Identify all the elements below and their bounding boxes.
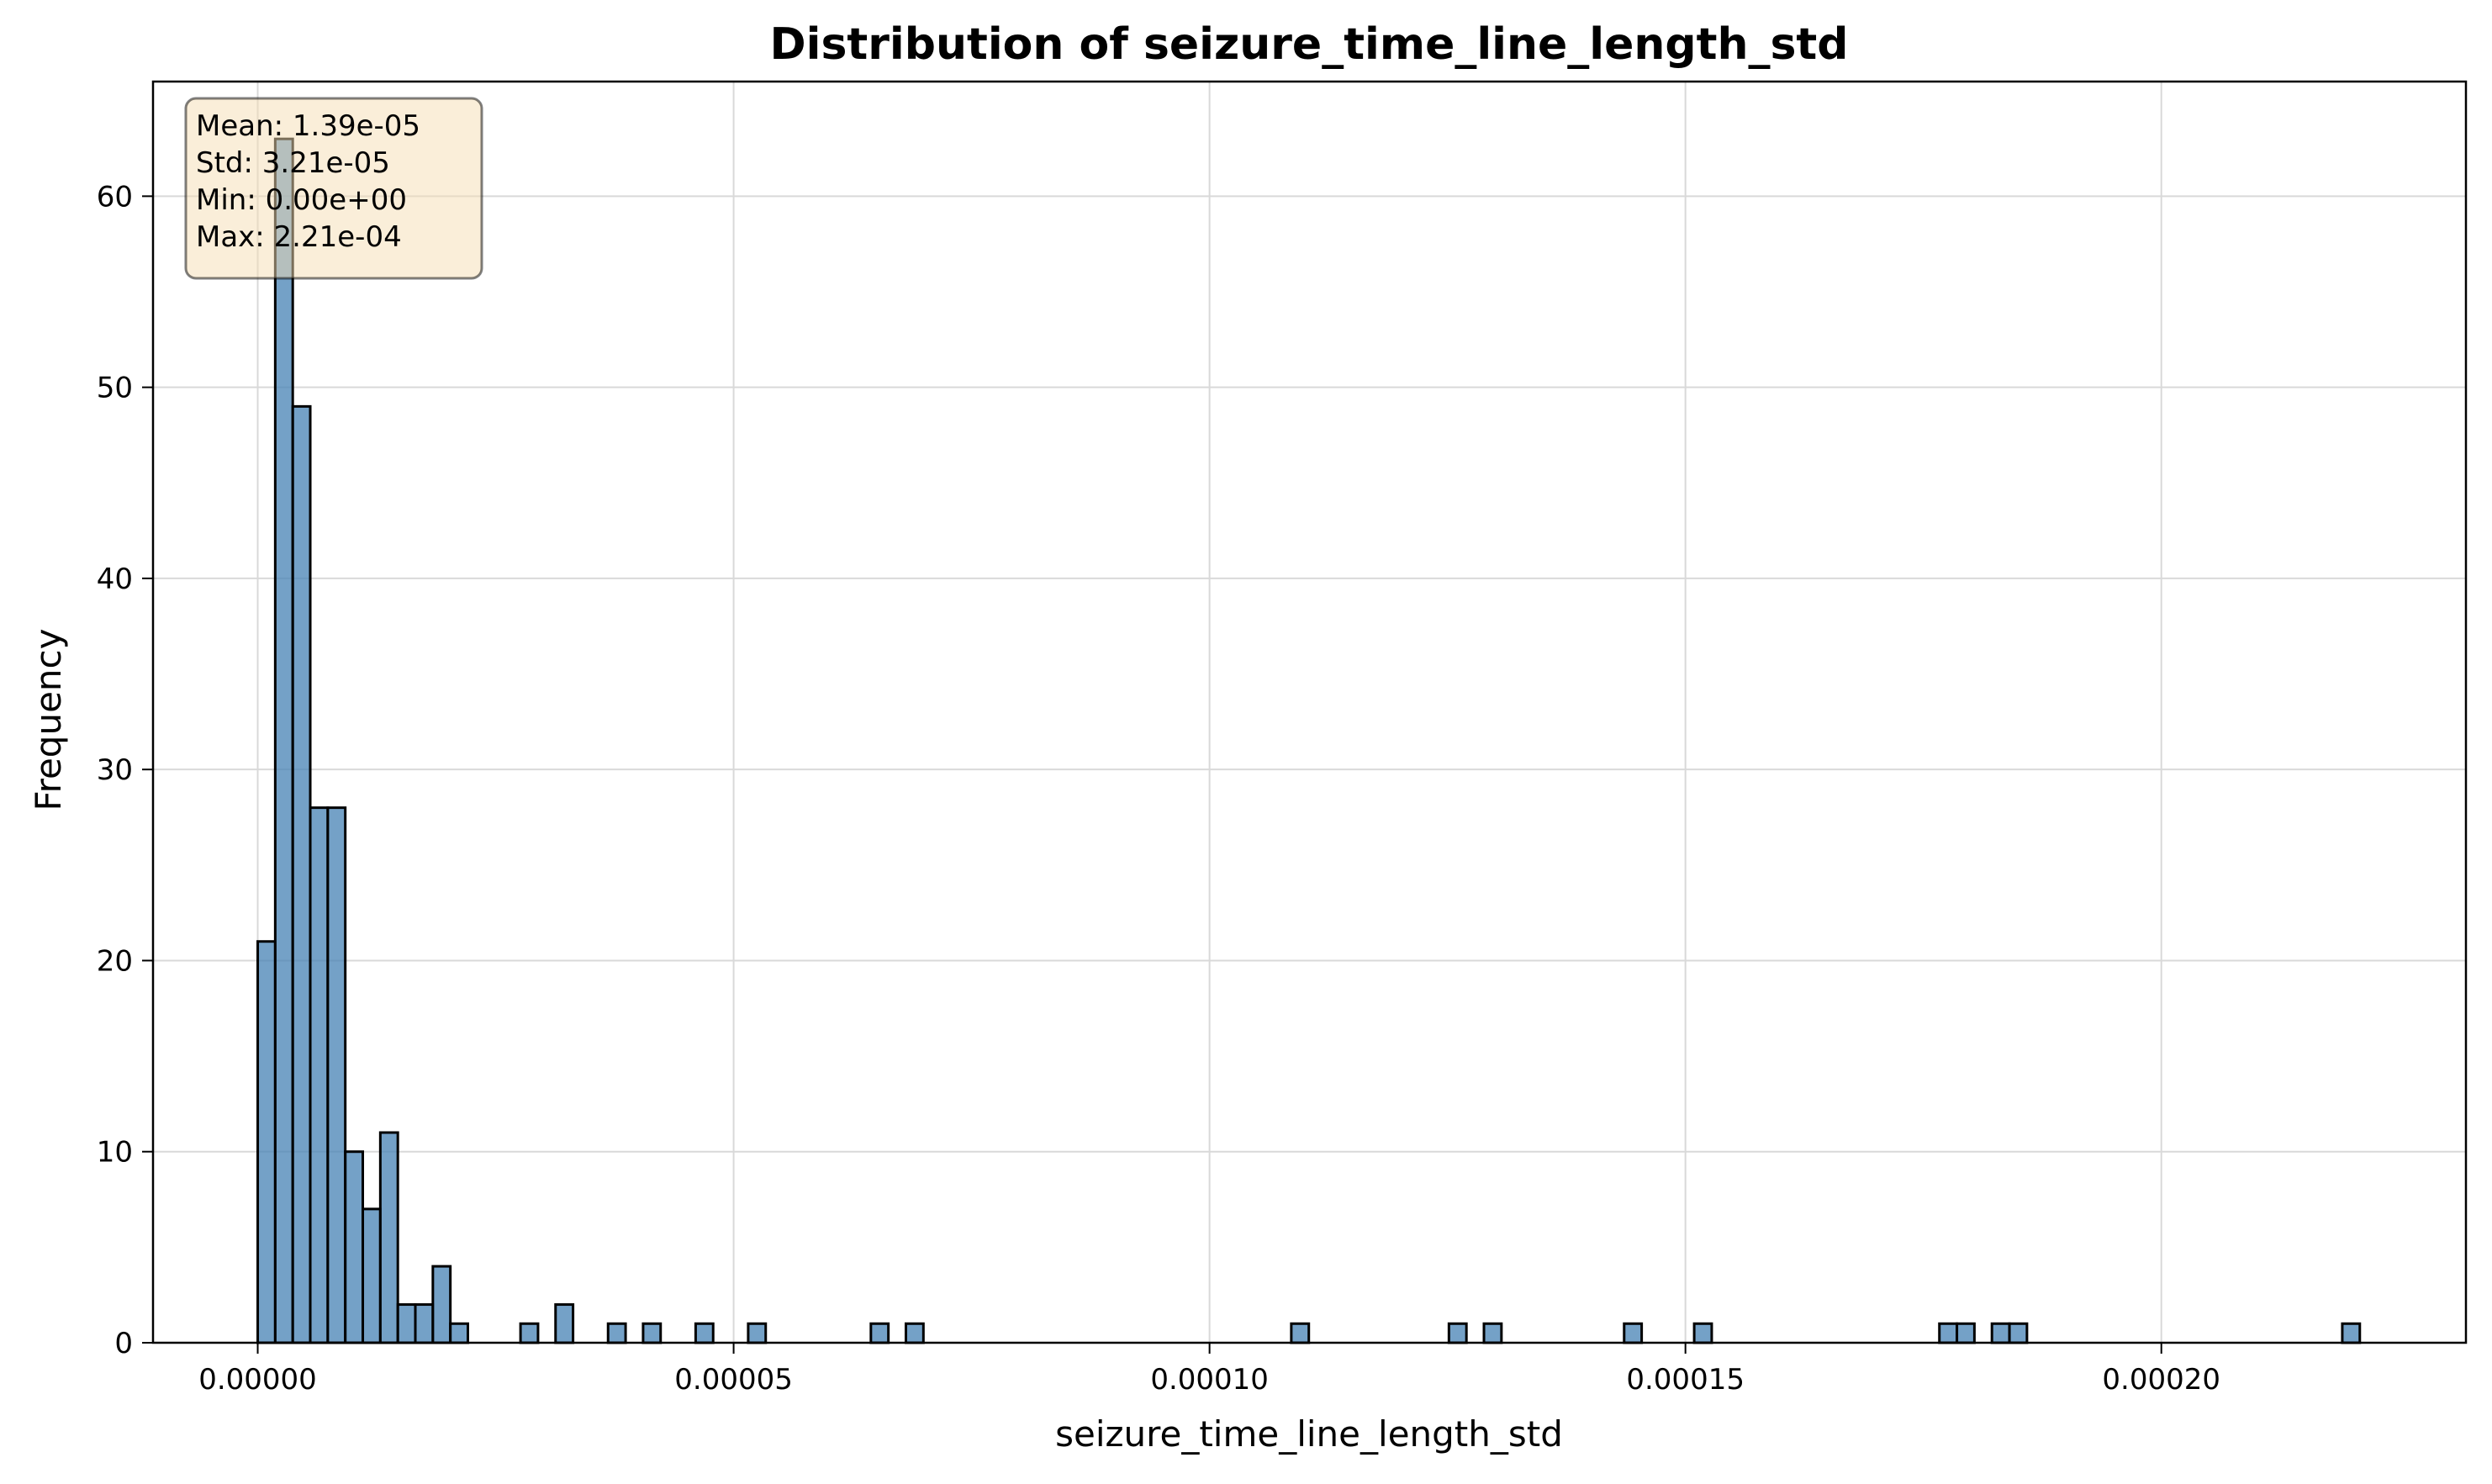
histogram-bar	[291, 404, 312, 1344]
histogram-bar	[694, 1322, 715, 1344]
histogram-bar	[1623, 1322, 1644, 1344]
y-tick-label: 50	[97, 372, 133, 405]
histogram-bar	[869, 1322, 890, 1344]
histogram-bar	[1938, 1322, 1959, 1344]
histogram-bar	[747, 1322, 768, 1344]
histogram-bar	[449, 1322, 469, 1344]
histogram-bar	[2341, 1322, 2362, 1344]
histogram-bar	[519, 1322, 540, 1344]
y-tick-label: 30	[97, 753, 133, 787]
grid-lines	[153, 82, 2466, 1344]
histogram-bar	[606, 1322, 627, 1344]
x-tick-label: 0.00010	[1150, 1363, 1269, 1397]
y-axis-ticks: 0 10 20 30 40 50 60	[97, 180, 153, 1360]
y-tick-label: 10	[97, 1136, 133, 1170]
histogram-bar	[396, 1303, 417, 1344]
x-axis-label: seizure_time_line_length_std	[1055, 1413, 1563, 1455]
histogram-bar	[256, 940, 277, 1344]
histogram-bar	[378, 1131, 399, 1344]
x-axis-ticks: 0.00000 0.00005 0.00010 0.00015 0.00020	[198, 1343, 2220, 1397]
histogram-bar	[904, 1322, 925, 1344]
stats-line: Max: 2.21e-04	[196, 220, 402, 254]
y-tick-label: 0	[114, 1327, 133, 1360]
y-tick-label: 60	[97, 180, 133, 214]
chart-title: Distribution of seizure_time_line_length…	[769, 19, 1848, 70]
plot-frame	[151, 80, 2468, 1344]
stats-line: Min: 0.00e+00	[196, 183, 407, 217]
histogram-bar	[1692, 1322, 1713, 1344]
x-tick-label: 0.00020	[2102, 1363, 2220, 1397]
histogram-bar	[1482, 1322, 1503, 1344]
histogram-bar	[309, 806, 330, 1344]
histogram-bar	[362, 1207, 382, 1344]
histogram-bar	[1990, 1322, 2011, 1344]
histogram-bar	[326, 806, 347, 1344]
stats-line: Mean: 1.39e-05	[196, 109, 420, 143]
histogram-bar	[344, 1150, 365, 1344]
y-tick-label: 40	[97, 562, 133, 596]
histogram-bar	[2008, 1322, 2029, 1344]
histogram-bar	[554, 1303, 575, 1344]
y-tick-label: 20	[97, 944, 133, 978]
histogram-bar	[1290, 1322, 1311, 1344]
x-tick-label: 0.00000	[198, 1363, 317, 1397]
histogram-bar	[1956, 1322, 1976, 1344]
histogram-bar	[1447, 1322, 1468, 1344]
y-axis-label: Frequency	[28, 629, 69, 811]
histogram-bar	[414, 1303, 435, 1344]
histogram-bar	[273, 137, 294, 1344]
x-tick-label: 0.00005	[674, 1363, 793, 1397]
histogram-bar	[641, 1322, 663, 1344]
stats-box-frame	[184, 97, 483, 280]
x-tick-label: 0.00015	[1626, 1363, 1745, 1397]
histogram-bar	[431, 1265, 452, 1344]
stats-line: Std: 3.21e-05	[196, 146, 390, 180]
